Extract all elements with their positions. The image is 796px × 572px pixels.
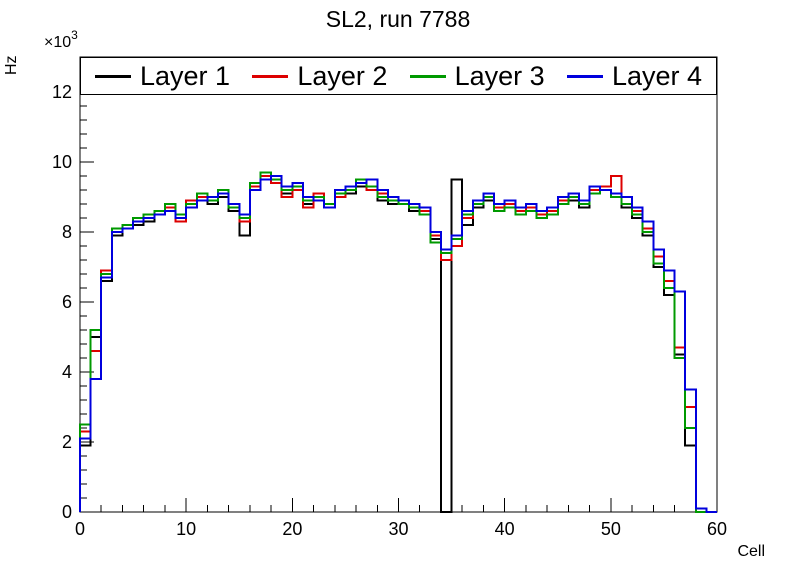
- legend-item-layer-4: Layer 4: [566, 60, 702, 91]
- legend-label-layer-1: Layer 1: [140, 60, 231, 91]
- y-axis-multiplier: ×103: [44, 28, 78, 51]
- y-axis-multiplier-base: ×10: [44, 34, 71, 51]
- x-tick-label: 40: [495, 519, 515, 539]
- plot-frame: [79, 56, 718, 513]
- x-tick-label: 30: [388, 519, 408, 539]
- legend-item-layer-2: Layer 2: [252, 60, 388, 91]
- x-tick-label: 20: [282, 519, 302, 539]
- legend-swatch-layer-2: [252, 74, 289, 78]
- x-tick-label: 60: [707, 519, 727, 539]
- legend-swatch-layer-1: [95, 74, 131, 78]
- y-tick-label: 2: [62, 432, 72, 452]
- legend-label-layer-2: Layer 2: [297, 60, 388, 91]
- x-tick-label: 0: [75, 519, 85, 539]
- legend-swatch-layer-3: [409, 74, 446, 78]
- x-tick-label: 50: [601, 519, 621, 539]
- series-path-layer-4: [79, 175, 717, 513]
- legend-label-layer-4: Layer 4: [611, 60, 702, 91]
- y-tick-label: 8: [62, 222, 72, 242]
- legend-item-layer-1: Layer 1: [95, 60, 231, 91]
- y-tick-label: 4: [62, 362, 72, 382]
- y-tick-label: 0: [62, 502, 72, 522]
- chart-title: SL2, run 7788: [325, 6, 471, 32]
- y-tick-label: 12: [52, 82, 72, 102]
- legend-label-layer-3: Layer 3: [454, 60, 545, 91]
- series-path-layer-2: [79, 175, 717, 513]
- legend: Layer 1 Layer 2 Layer 3 Layer 4: [80, 57, 717, 95]
- legend-swatch-layer-4: [566, 74, 603, 78]
- series-path-layer-1: [79, 178, 717, 513]
- y-axis-label: Hz: [3, 55, 20, 75]
- legend-item-layer-3: Layer 3: [409, 60, 545, 91]
- x-axis-label: Cell: [737, 543, 765, 560]
- y-axis-multiplier-exponent: 3: [71, 28, 78, 42]
- x-tick-label: 10: [176, 519, 196, 539]
- axis-tick-labels: 0 10 20 30 40 50 60 0 2 4 6 8 10 12: [52, 82, 727, 539]
- y-tick-label: 10: [52, 152, 72, 172]
- series-group: [79, 171, 717, 513]
- axis-ticks: [79, 63, 718, 513]
- y-tick-label: 6: [62, 292, 72, 312]
- series-path-layer-3: [79, 171, 717, 513]
